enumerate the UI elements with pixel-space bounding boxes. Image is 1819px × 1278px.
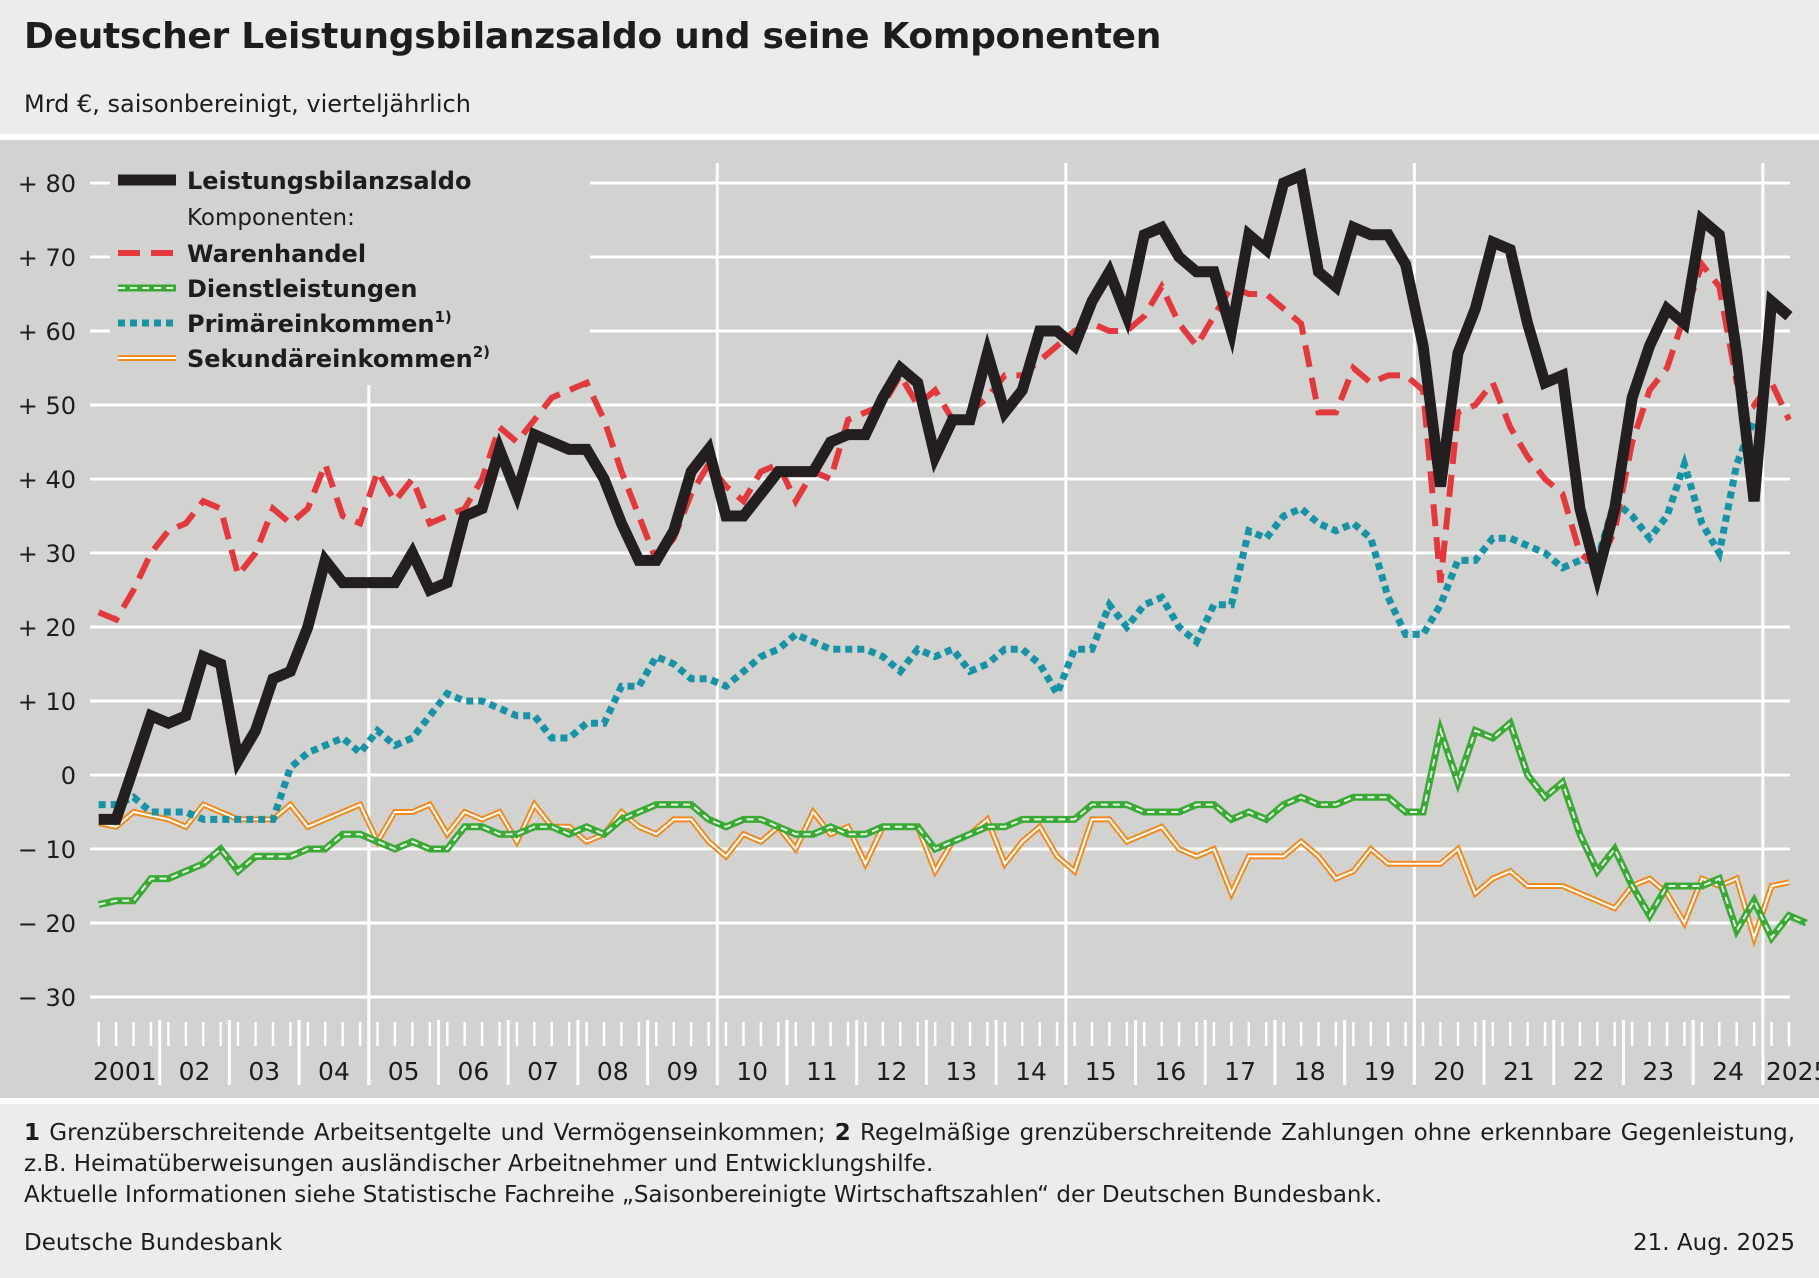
chart-subtitle: Mrd €, saisonbereinigt, vierteljährlich [24,90,471,118]
x-tick-label: 12 [876,1057,908,1086]
legend-subheading: Komponenten: [187,205,355,231]
y-tick-label: − 20 [18,910,76,938]
legend-superscript: 2) [473,343,490,361]
x-tick-label: 16 [1154,1057,1186,1086]
legend-label-warenhandel: Warenhandel [187,240,366,268]
x-tick-label: 18 [1294,1057,1326,1086]
x-tick-label: 21 [1503,1057,1535,1086]
series-line-dienstleistungen-inner [98,721,1807,940]
top-divider [0,134,1819,140]
x-tick-label: 14 [1015,1057,1047,1086]
source-label: Deutsche Bundesbank [24,1230,283,1256]
x-tick-label: 07 [527,1057,559,1086]
legend-background [110,160,590,378]
y-tick-label: + 40 [18,466,76,494]
x-tick-label: 04 [318,1057,350,1086]
x-tick-label: 06 [457,1057,489,1086]
series-line-leistungsbilanzsaldo [98,167,1793,825]
x-tick-label: 11 [806,1057,838,1086]
y-tick-label: − 30 [18,984,76,1012]
y-tick-label: + 30 [18,540,76,568]
date-label: 21. Aug. 2025 [1633,1230,1795,1256]
x-tick-label: 02 [179,1057,211,1086]
x-tick-label: 05 [388,1057,420,1086]
legend-label-leistungsbilanzsaldo: Leistungsbilanzsaldo [187,167,471,195]
x-tick-label: 13 [945,1057,977,1086]
y-tick-label: + 80 [18,170,76,198]
x-tick-label: 08 [597,1057,629,1086]
y-tick-label: + 20 [18,614,76,642]
y-tick-label: + 70 [18,244,76,272]
series-line-primaereinkommen [98,418,1758,823]
y-tick-label: 0 [61,762,76,790]
legend-label-primaereinkommen: Primäreinkommen1) [187,308,452,338]
footnote-text-1: Grenzüberschreitende Arbeitsentgelte und… [49,1120,826,1146]
footnote-number-2: 2 [834,1120,851,1146]
x-tick-label: 22 [1573,1057,1605,1086]
footnote-info: Aktuelle Informationen siehe Statistisch… [24,1182,1383,1208]
x-tick-label: 17 [1224,1057,1256,1086]
x-tick-label: 15 [1085,1057,1117,1086]
x-tick-label: 20 [1433,1057,1465,1086]
legend-label-dienstleistungen: Dienstleistungen [187,275,417,303]
footnote-text-2: Regelmäßige grenzüberschreitende Zahlung… [24,1120,1796,1177]
x-tick-label: 24 [1712,1057,1744,1086]
axis-layer: + 80 + 70 + 60 + 50 + 40 + 30 + 20 + 10 0 − 10 − 2… [18,170,1819,1086]
x-tick-label: 10 [736,1057,768,1086]
legend-superscript: 1) [434,308,451,326]
y-tick-label: − 10 [18,836,76,864]
x-tick-label: 2025 [1766,1057,1819,1086]
legend-label-sekundaereinkommen: Sekundäreinkommen2) [187,343,490,373]
bottom-divider [0,1098,1819,1104]
footnotes: 1 Grenzüberschreitende Arbeitsentgelte u… [24,1118,1795,1211]
chart-title: Deutscher Leistungsbilanzsaldo und seine… [24,16,1162,57]
chart-plot: + 80 + 70 + 60 + 50 + 40 + 30 + 20 + 10 0 − 10 − 2… [0,140,1819,1098]
series-line-sekundaereinkommen-inner [98,802,1790,942]
footnote-number-1: 1 [24,1120,41,1146]
series-line-warenhandel [97,258,1792,624]
x-tick-label: 03 [248,1057,280,1086]
legend: Leistungsbilanzsaldo Komponenten: Warenhan… [110,160,590,378]
series-layer [97,167,1808,948]
x-tick-label: 2001 [93,1057,157,1086]
y-tick-label: + 50 [18,392,76,420]
y-tick-label: + 60 [18,318,76,346]
x-tick-label: 19 [1364,1057,1396,1086]
y-tick-label: + 10 [18,688,76,716]
x-tick-label: 23 [1642,1057,1674,1086]
x-tick-label: 09 [667,1057,699,1086]
